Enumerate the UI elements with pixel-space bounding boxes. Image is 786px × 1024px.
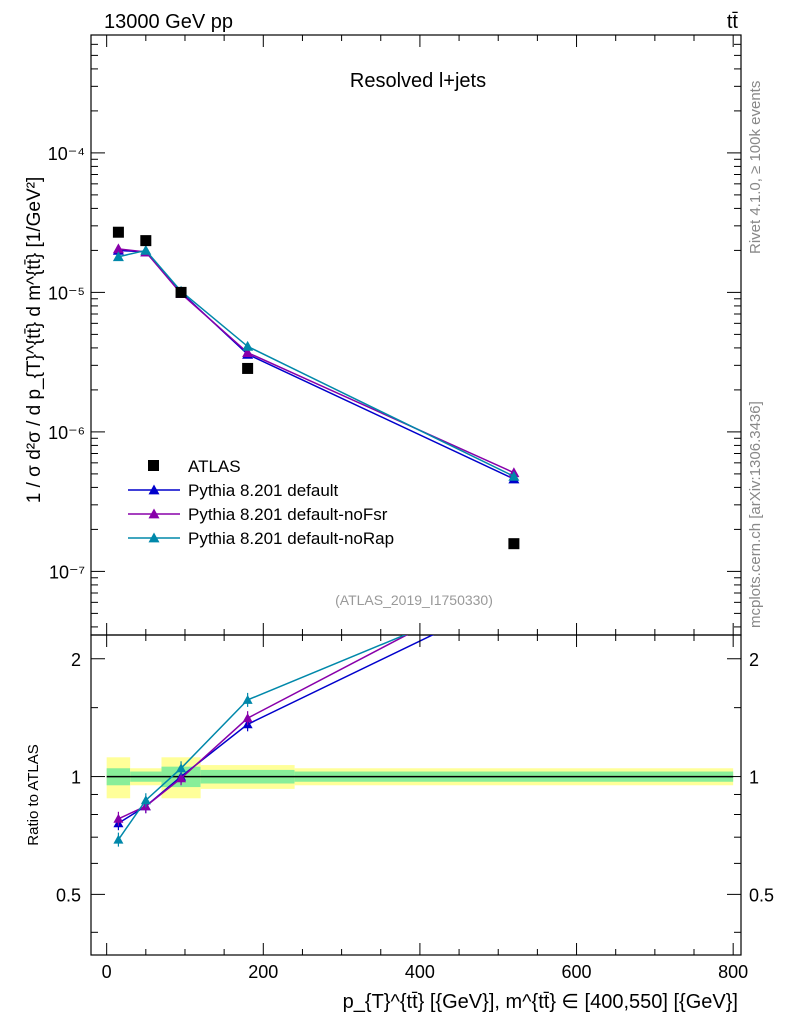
main-series-layer xyxy=(112,226,520,550)
atlas-data-point xyxy=(140,235,152,247)
analysis-tag: (ATLAS_2019_I1750330) xyxy=(335,592,493,608)
legend-marker xyxy=(148,508,160,519)
ratio-uncertainty-bands xyxy=(106,757,734,799)
ratio-series-point xyxy=(140,795,151,805)
legend-label: ATLAS xyxy=(188,457,241,476)
ratio-y-tick-label: 1 xyxy=(71,768,81,788)
mcplots-label: mcplots.cern.ch [arXiv:1306.3436] xyxy=(747,401,764,628)
series-point xyxy=(140,244,152,255)
y-tick-label: 10⁻⁴ xyxy=(48,144,85,164)
series-line xyxy=(118,248,515,474)
x-tick-label: 800 xyxy=(718,962,748,982)
x-tick-label: 400 xyxy=(405,962,435,982)
ratio-series-point xyxy=(242,694,253,704)
atlas-data-point xyxy=(242,362,254,374)
x-axis-label: p_{T}^{tt̄} [{GeV}], m^{tt̄} ∈ [400,550]… xyxy=(343,991,738,1013)
ratio-series-point xyxy=(176,773,187,783)
ratio-series-point xyxy=(242,713,253,723)
atlas-data-point xyxy=(112,226,124,238)
header-process: tt̄ xyxy=(727,11,739,33)
ratio-y-tick-label: 0.5 xyxy=(56,885,81,905)
series-line xyxy=(118,249,515,478)
x-tick-label: 600 xyxy=(562,962,592,982)
legend-marker xyxy=(148,484,160,495)
ratio-clipped-group xyxy=(113,635,435,847)
series-line xyxy=(118,249,515,480)
x-tick-label: 200 xyxy=(248,962,278,982)
plot-title: Resolved l+jets xyxy=(350,70,486,92)
x-axis: 0 200 400 600 800 xyxy=(102,635,748,982)
x-tick-label: 0 xyxy=(102,962,112,982)
atlas-data-point xyxy=(508,538,520,550)
legend-marker xyxy=(148,532,160,543)
ratio-series-point xyxy=(113,813,124,823)
atlas-data-point xyxy=(175,286,187,298)
series-point xyxy=(112,243,124,254)
ratio-y-tick-label: 2 xyxy=(749,650,759,670)
series-point xyxy=(112,251,124,262)
ratio-axis-ticks: 0.5 0.5 1 1 2 2 xyxy=(56,650,774,933)
ratio-series-layer xyxy=(113,635,435,847)
ratio-y-tick-label: 2 xyxy=(71,650,81,670)
legend: ATLAS Pythia 8.201 default Pythia 8.201 de… xyxy=(128,457,394,548)
ratio-y-tick-label: 1 xyxy=(749,768,759,788)
header-energy: 13000 GeV pp xyxy=(104,11,233,33)
ratio-series-line xyxy=(117,635,407,841)
main-axis-ticks: 10⁻⁷ 10⁻⁶ 10⁻⁵ 10⁻⁴ xyxy=(48,34,741,635)
series-point xyxy=(242,340,254,351)
series-point xyxy=(242,347,254,358)
ratio-frame xyxy=(90,634,742,956)
legend-label: Pythia 8.201 default xyxy=(188,481,339,500)
main-panel: 10⁻⁷ 10⁻⁶ 10⁻⁵ 10⁻⁴ Resolved l+jets (ATLAS_… xyxy=(24,34,742,636)
legend-marker-atlas xyxy=(148,460,159,471)
ratio-series-point xyxy=(176,763,187,773)
y-tick-label: 10⁻⁵ xyxy=(48,283,85,303)
series-point xyxy=(508,470,520,481)
y-tick-label: 10⁻⁷ xyxy=(49,562,85,582)
legend-label: Pythia 8.201 default-noRap xyxy=(188,529,394,548)
legend-label: Pythia 8.201 default-noFsr xyxy=(188,505,388,524)
ratio-y-tick-label: 0.5 xyxy=(749,885,774,905)
main-y-label: 1 / σ d²σ / d p_{T}^{tt̄} d m^{tt̄} [1/G… xyxy=(24,177,45,503)
rivet-label: Rivet 4.1.0, ≥ 100k events xyxy=(747,81,764,254)
ratio-series-point xyxy=(113,834,124,844)
ratio-panel: 0.5 0.5 1 1 2 2 Ratio to ATLAS xyxy=(25,634,774,956)
y-tick-label: 10⁻⁶ xyxy=(48,423,85,443)
ratio-y-label: Ratio to ATLAS xyxy=(25,744,42,845)
